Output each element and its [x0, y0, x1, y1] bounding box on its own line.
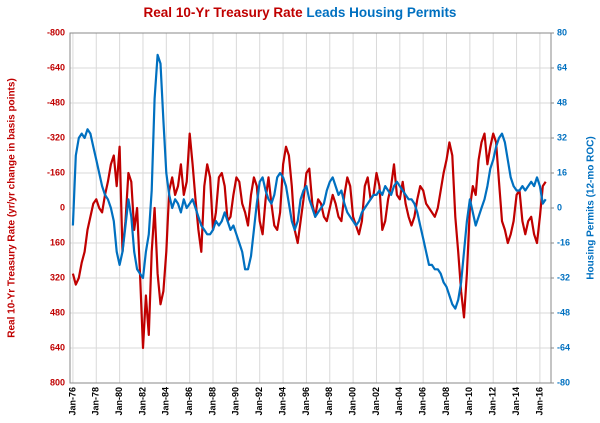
x-tick-label: Jan-86 — [184, 387, 194, 416]
x-tick-label: Jan-08 — [441, 387, 451, 416]
x-tick-label: Jan-06 — [418, 387, 428, 416]
series-line — [71, 53, 547, 310]
y-tick-label: 0 — [60, 202, 65, 212]
x-tick-label: Jan-78 — [91, 387, 101, 416]
x-tick-label: Jan-98 — [324, 387, 334, 416]
y2-tick-label: -16 — [557, 237, 570, 247]
y2-tick-label: 0 — [557, 202, 562, 212]
title-part: Real 10-Yr Treasury Rate — [144, 5, 304, 20]
y2-tick-label: -64 — [557, 342, 570, 352]
y2-tick-label: -32 — [557, 272, 570, 282]
chart-title: Real 10-Yr Treasury Rate Leads Housing P… — [144, 5, 457, 20]
y-tick-label: -800 — [47, 27, 65, 37]
y2-tick-label: 80 — [557, 27, 567, 37]
y-tick-label: 160 — [50, 237, 65, 247]
y2-tick-label: 64 — [557, 62, 567, 72]
x-tick-label: Jan-96 — [301, 387, 311, 416]
x-tick-label: Jan-02 — [371, 387, 381, 416]
x-tick-label: Jan-14 — [511, 387, 521, 416]
x-tick-label: Jan-04 — [394, 387, 404, 416]
x-tick-label: Jan-00 — [347, 387, 357, 416]
x-tick-label: Jan-84 — [161, 387, 171, 416]
title-part: Leads Housing Permits — [306, 5, 456, 20]
y2-tick-label: -80 — [557, 377, 570, 387]
y2-tick-label: -48 — [557, 307, 570, 317]
y-tick-label: 640 — [50, 342, 65, 352]
x-tick-label: Jan-12 — [488, 387, 498, 416]
y2-tick-label: 16 — [557, 167, 567, 177]
y-tick-label: -320 — [47, 132, 65, 142]
y-tick-label: 480 — [50, 307, 65, 317]
x-tick-label: Jan-82 — [137, 387, 147, 416]
x-tick-label: Jan-10 — [464, 387, 474, 416]
y-tick-label: 800 — [50, 377, 65, 387]
series-line — [71, 132, 547, 350]
x-tick-label: Jan-76 — [67, 387, 77, 416]
plot-frame — [69, 32, 552, 384]
x-tick-label: Jan-80 — [114, 387, 124, 416]
y2-axis-label: Housing Permits (12-mo ROC) — [586, 136, 597, 279]
y-tick-label: -640 — [47, 62, 65, 72]
y-tick-label: -480 — [47, 97, 65, 107]
y2-tick-label: 32 — [557, 132, 567, 142]
x-tick-label: Jan-94 — [277, 387, 287, 416]
y-axis-label: Real 10-Yr Treasury Rate (yr/yr change i… — [7, 78, 18, 338]
x-tick-label: Jan-16 — [534, 387, 544, 416]
y-tick-label: -160 — [47, 167, 65, 177]
y2-tick-label: 48 — [557, 97, 567, 107]
y-tick-label: 320 — [50, 272, 65, 282]
x-tick-label: Jan-92 — [254, 387, 264, 416]
x-tick-label: Jan-90 — [231, 387, 241, 416]
x-tick-label: Jan-88 — [207, 387, 217, 416]
